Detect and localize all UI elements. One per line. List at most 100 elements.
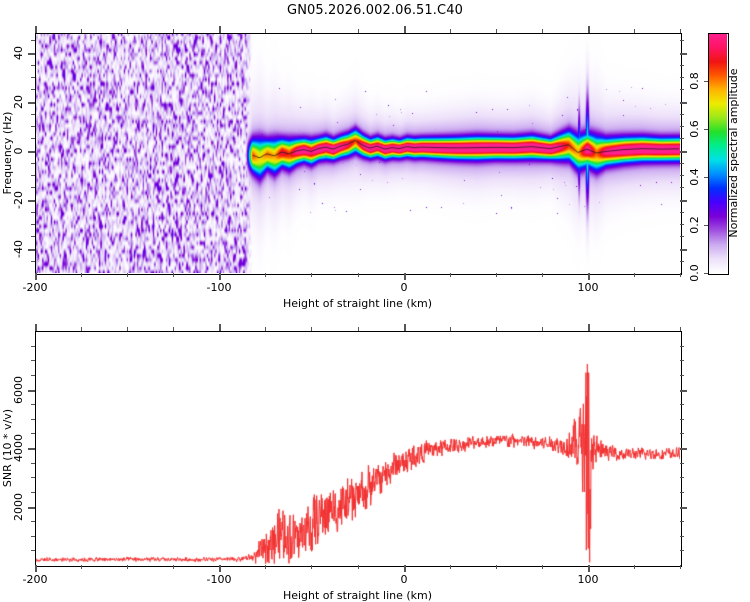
spectrogram-plot-frame xyxy=(35,33,682,275)
spectrogram-xtick-major-top xyxy=(588,26,590,33)
snr-xtick-minor-top xyxy=(496,327,497,331)
spectrogram-ytick-minor xyxy=(31,89,35,90)
spectrogram-yticklabel: -40 xyxy=(12,240,25,258)
snr-yticklabel: 6000 xyxy=(12,376,25,404)
spectrogram-ytick-minor xyxy=(31,65,35,66)
snr-ytick-minor-right xyxy=(680,375,684,376)
snr-ytick-minor-right xyxy=(680,477,684,478)
snr-ytick-minor xyxy=(31,536,35,537)
spectrogram-xtick-minor-top xyxy=(496,29,497,33)
snr-ytick-minor-right xyxy=(680,419,684,420)
snr-ytick-minor xyxy=(31,477,35,478)
spectrogram-ytick-minor-right xyxy=(680,77,684,78)
spectrogram-xtick-minor-top xyxy=(127,29,128,33)
spectrogram-ytick-minor-right xyxy=(680,89,684,90)
spectrogram-xtick-minor xyxy=(634,273,635,277)
snr-xtick-minor xyxy=(173,565,174,569)
spectrogram-ytick-minor xyxy=(31,236,35,237)
snr-xtick-minor-top xyxy=(127,327,128,331)
spectrogram-xtick-minor xyxy=(81,273,82,277)
spectrogram-ytick-major xyxy=(28,102,35,104)
snr-ytick-minor xyxy=(31,404,35,405)
spectrogram-ytick-minor-right xyxy=(680,261,684,262)
snr-ytick-minor xyxy=(31,550,35,551)
snr-xtick-minor-top xyxy=(81,327,82,331)
spectrogram-xticklabel: -200 xyxy=(22,281,48,294)
spectrogram-xticklabel: -100 xyxy=(206,281,232,294)
snr-xtick-major-top xyxy=(219,324,221,331)
snr-ytick-major xyxy=(28,507,35,509)
snr-ytick-minor xyxy=(31,463,35,464)
snr-ytick-minor xyxy=(31,375,35,376)
snr-ytick-minor xyxy=(31,521,35,522)
snr-canvas xyxy=(35,331,680,565)
spectrogram-ytick-major xyxy=(28,53,35,55)
spectrogram-xtick-minor-top xyxy=(173,29,174,33)
spectrogram-xaxis-title: Height of straight line (km) xyxy=(282,297,433,310)
spectrogram-xtick-minor-top xyxy=(358,29,359,33)
spectrogram-ytick-minor-right xyxy=(680,114,684,115)
spectrogram-ytick-minor-right xyxy=(680,175,684,176)
spectrogram-xtick-minor-top xyxy=(634,29,635,33)
colorbar-tick xyxy=(704,81,708,82)
snr-xticklabel: -100 xyxy=(206,573,232,586)
snr-ytick-major-right xyxy=(680,507,687,509)
spectrogram-yaxis-title: Frequency (Hz) xyxy=(1,111,14,195)
spectrogram-xtick-minor xyxy=(680,273,681,277)
spectrogram-xtick-minor xyxy=(311,273,312,277)
spectrogram-xticklabel: 0 xyxy=(400,281,408,294)
spectrogram-xtick-minor-top xyxy=(311,29,312,33)
snr-xtick-minor-top xyxy=(450,327,451,331)
spectrogram-ytick-major xyxy=(28,249,35,251)
spectrogram-ytick-minor-right xyxy=(680,126,684,127)
spectrogram-ytick-minor xyxy=(31,40,35,41)
snr-xtick-minor-top xyxy=(634,327,635,331)
colorbar-ticklabel: 0.8 xyxy=(688,72,701,90)
spectrogram-xtick-major-top xyxy=(404,26,406,33)
snr-ytick-minor-right xyxy=(680,360,684,361)
spectrogram-ytick-major-right xyxy=(680,151,687,153)
snr-xtick-major-top xyxy=(35,324,37,331)
snr-xtick-minor xyxy=(81,565,82,569)
snr-xtick-major xyxy=(219,565,221,572)
snr-xtick-minor-top xyxy=(265,327,266,331)
colorbar-ticklabel: 0.6 xyxy=(688,120,701,138)
snr-plot-frame xyxy=(35,331,682,567)
snr-ytick-minor-right xyxy=(680,492,684,493)
snr-ytick-minor-right xyxy=(680,346,684,347)
snr-xtick-minor xyxy=(311,565,312,569)
spectrogram-ytick-major xyxy=(28,200,35,202)
snr-ytick-minor xyxy=(31,346,35,347)
spectrogram-ytick-minor-right xyxy=(680,212,684,213)
snr-ytick-minor-right xyxy=(680,550,684,551)
spectrogram-xtick-minor xyxy=(542,273,543,277)
snr-xticklabel: 0 xyxy=(400,573,408,586)
snr-xtick-major xyxy=(35,565,37,572)
spectrogram-xtick-minor-top xyxy=(265,29,266,33)
spectrogram-ytick-minor xyxy=(31,163,35,164)
snr-xticklabel: -200 xyxy=(22,573,48,586)
colorbar-tick xyxy=(704,129,708,130)
spectrogram-ytick-minor xyxy=(31,138,35,139)
snr-xtick-minor xyxy=(542,565,543,569)
snr-xtick-major xyxy=(588,565,590,572)
colorbar-tick xyxy=(704,177,708,178)
snr-ytick-major xyxy=(28,390,35,392)
spectrogram-xtick-major xyxy=(404,273,406,280)
figure-title: GN05.2026.002.06.51.C40 xyxy=(287,3,463,18)
snr-ytick-minor xyxy=(31,419,35,420)
snr-xtick-minor-top xyxy=(173,327,174,331)
snr-xtick-minor xyxy=(450,565,451,569)
spectrogram-yticklabel: 40 xyxy=(12,46,25,60)
spectrogram-ytick-major-right xyxy=(680,53,687,55)
snr-xaxis-title: Height of straight line (km) xyxy=(282,589,433,602)
spectrogram-ytick-minor-right xyxy=(680,187,684,188)
snr-xtick-major-top xyxy=(588,324,590,331)
snr-xtick-minor-top xyxy=(358,327,359,331)
colorbar-ticklabel: 0.2 xyxy=(688,216,701,234)
snr-ytick-minor-right xyxy=(680,536,684,537)
snr-ytick-major-right xyxy=(680,390,687,392)
spectrogram-ytick-minor xyxy=(31,212,35,213)
spectrogram-xtick-minor xyxy=(496,273,497,277)
spectrogram-ytick-major-right xyxy=(680,200,687,202)
